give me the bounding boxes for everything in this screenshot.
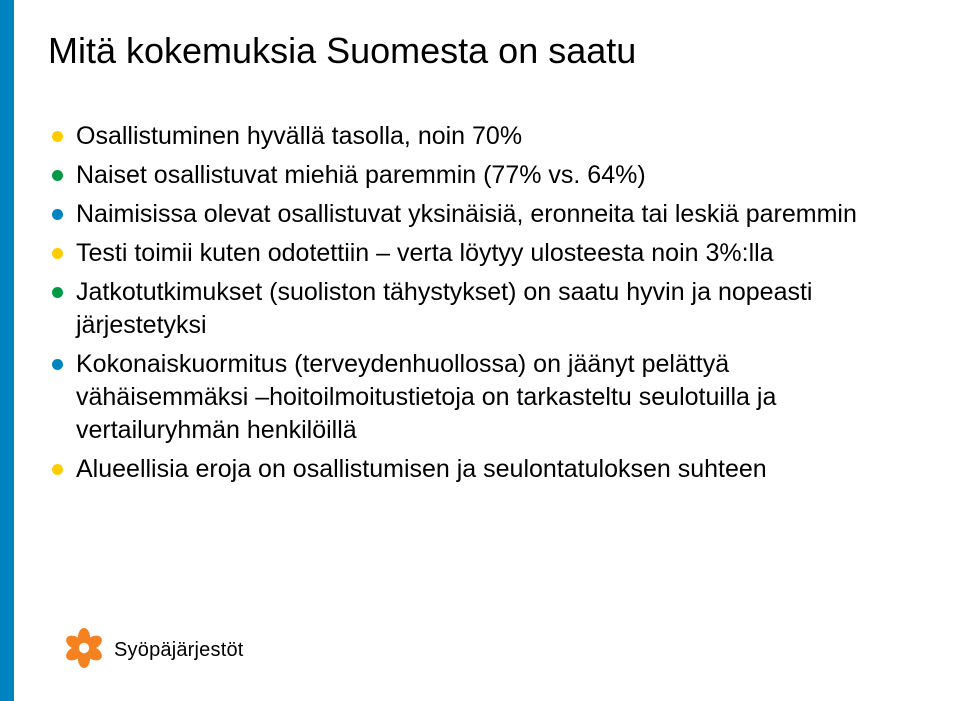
list-item: Alueellisia eroja on osallistumisen ja s…	[48, 453, 900, 486]
logo-text: Syöpäjärjestöt	[114, 639, 244, 662]
list-item: Testi toimii kuten odotettiin – verta lö…	[48, 237, 900, 270]
list-item: Jatkotutkimukset (suoliston tähystykset)…	[48, 276, 900, 342]
logo-flower-icon	[64, 628, 104, 673]
left-stripe	[0, 0, 14, 701]
logo: Syöpäjärjestöt	[64, 628, 244, 673]
content-area: Osallistuminen hyvällä tasolla, noin 70%…	[48, 120, 900, 492]
list-item: Kokonaiskuormitus (terveydenhuollossa) o…	[48, 348, 900, 447]
list-item: Naimisissa olevat osallistuvat yksinäisi…	[48, 198, 900, 231]
list-item: Osallistuminen hyvällä tasolla, noin 70%	[48, 120, 900, 153]
bullet-list: Osallistuminen hyvällä tasolla, noin 70%…	[48, 120, 900, 486]
list-item: Naiset osallistuvat miehiä paremmin (77%…	[48, 159, 900, 192]
slide: Mitä kokemuksia Suomesta on saatu Osalli…	[0, 0, 960, 701]
slide-title: Mitä kokemuksia Suomesta on saatu	[48, 30, 912, 71]
